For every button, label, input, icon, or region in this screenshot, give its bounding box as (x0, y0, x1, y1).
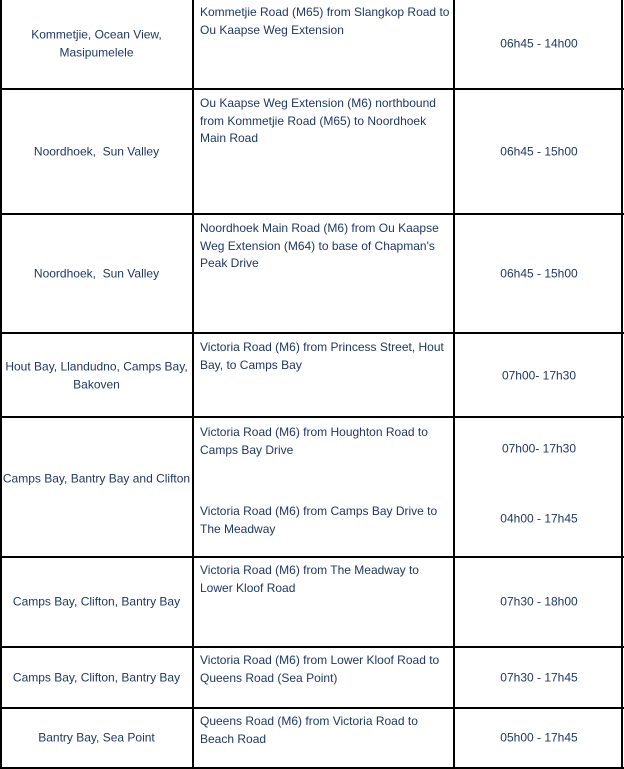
area-cell: Camps Bay, Clifton, Bantry Bay (12, 670, 181, 685)
column-divider (192, 0, 194, 769)
time-cell: 05h00 - 17h45 (500, 730, 578, 745)
road-cell: Victoria Road (M6) from Houghton Road to… (200, 425, 432, 457)
road-cell: Victoria Road (M6) from The Meadway to L… (200, 563, 423, 595)
area-cell: Camps Bay, Bantry Bay and Clifton (2, 471, 191, 486)
road-cell: Queens Road (M6) from Victoria Road to B… (200, 714, 422, 746)
road-cell: Kommetjie Road (M65) from Slangkop Road … (200, 5, 453, 37)
table-border (621, 0, 623, 769)
time-cell: 07h00- 17h30 (501, 368, 577, 383)
time-cell: 06h45 - 15h00 (500, 266, 578, 281)
area-cell: Bantry Bay, Sea Point (38, 730, 155, 745)
row-divider (0, 332, 624, 334)
row-divider (0, 646, 624, 648)
road-cell: Noordhoek Main Road (M6) from Ou Kaapse … (200, 221, 443, 270)
column-divider (453, 0, 455, 769)
time-cell: 07h30 - 18h00 (500, 594, 578, 609)
area-cell: Camps Bay, Clifton, Bantry Bay (12, 594, 181, 609)
road-cell: Ou Kaapse Weg Extension (M6) northbound … (200, 96, 440, 145)
row-divider (0, 707, 624, 709)
area-cell: Hout Bay, Llandudno, Camps Bay, Bakoven (5, 359, 191, 392)
time-cell: 07h00- 17h30 (501, 441, 577, 456)
row-divider (0, 88, 624, 90)
time-cell: 06h45 - 14h00 (500, 36, 578, 51)
area-cell: Noordhoek, Sun Valley (33, 144, 160, 159)
time-cell: 04h00 - 17h45 (500, 511, 578, 526)
time-cell: 06h45 - 15h00 (500, 144, 578, 159)
area-cell: Noordhoek, Sun Valley (33, 266, 160, 281)
row-divider (0, 556, 624, 558)
area-cell: Kommetjie, Ocean View, Masipumelele (31, 27, 166, 60)
road-cell: Victoria Road (M6) from Camps Bay Drive … (200, 504, 441, 536)
road-cell: Victoria Road (M6) from Princess Street,… (200, 340, 448, 372)
road-cell: Victoria Road (M6) from Lower Kloof Road… (200, 653, 443, 685)
time-cell: 07h30 - 17h45 (500, 670, 578, 685)
table-border (0, 0, 2, 769)
row-divider (0, 416, 624, 418)
row-divider (0, 213, 624, 215)
row-divider (0, 767, 624, 769)
